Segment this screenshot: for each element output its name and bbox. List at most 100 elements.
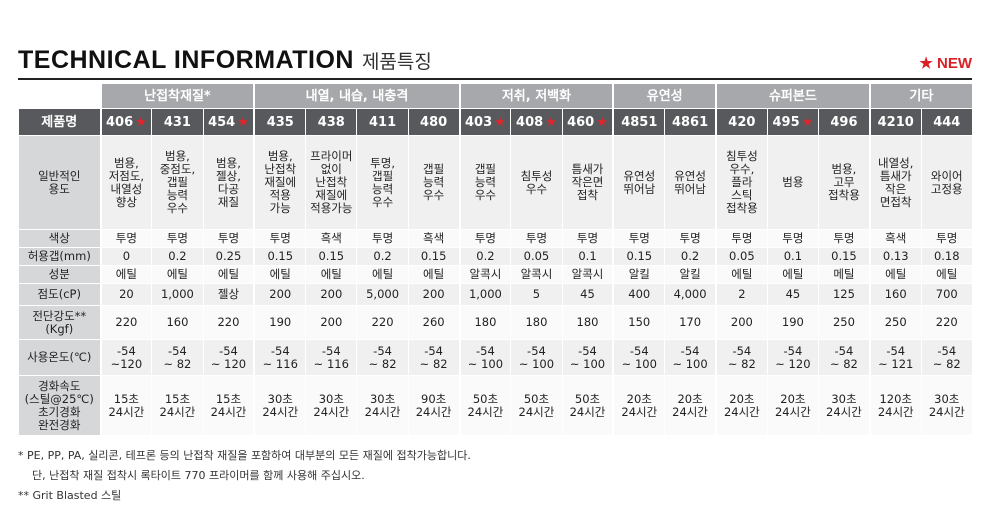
spec-cell: 에틸 bbox=[151, 265, 204, 284]
spec-value: 알콕시 bbox=[571, 267, 604, 281]
title-korean: 제품특징 bbox=[361, 51, 432, 73]
spec-value: 투명 bbox=[269, 231, 291, 245]
spec-value: 15초 24시간 bbox=[159, 391, 196, 419]
spec-value: 갭필 능력 우수 bbox=[474, 162, 496, 202]
product-code-cell: 408 bbox=[510, 108, 563, 136]
spec-cell: -54 ~ 100 bbox=[510, 339, 563, 376]
spec-cell: -54 ~ 82 bbox=[714, 339, 768, 376]
spec-value: 알킬 bbox=[628, 267, 650, 281]
spec-value: 알콕시 bbox=[520, 267, 553, 281]
spec-cell: 200 bbox=[253, 283, 307, 306]
spec-cell: 190 bbox=[253, 305, 307, 340]
spec-cell: 30초 24시간 bbox=[818, 375, 871, 436]
spec-cell: -54 ~ 120 bbox=[766, 339, 820, 376]
spec-value: -54 ~ 116 bbox=[313, 343, 349, 371]
spec-row: 허용갭(mm) 0 0.2 0.25 0.15 0.15 0.2 0.15 0.2 0.05 0.1… bbox=[18, 247, 973, 266]
spec-value: 틈새가 작은면 접착 bbox=[571, 162, 604, 202]
spec-value: 0.05 bbox=[729, 249, 755, 263]
product-code: 435 bbox=[266, 114, 294, 130]
spec-value: 0.15 bbox=[420, 249, 447, 263]
spec-value: 갭필 능력 우수 bbox=[423, 162, 445, 202]
row-label-text: 점도(cP) bbox=[37, 287, 81, 301]
spec-value: 젤상 bbox=[217, 287, 240, 301]
spec-cell: 유연성 뛰어남 bbox=[664, 135, 717, 230]
spec-cell: 에틸 bbox=[920, 265, 973, 284]
spec-cell: 50초 24시간 bbox=[458, 375, 512, 436]
spec-cell: 150 bbox=[612, 305, 666, 340]
spec-value: 1,000 bbox=[468, 287, 502, 301]
product-code-cell: 480 bbox=[407, 108, 461, 136]
spec-value: 0.25 bbox=[215, 249, 242, 263]
spec-row: 점도(cP) 20 1,000 젤상 200 200 5,000 200 1,000 5 45 400… bbox=[18, 283, 973, 306]
spec-cell: 250 bbox=[868, 305, 922, 340]
spec-cell: 20초 24시간 bbox=[766, 375, 820, 436]
spec-cell: -54 ~ 82 bbox=[818, 339, 871, 376]
title-english: TECHNICAL INFORMATION bbox=[18, 46, 354, 74]
spec-value: 20초 24시간 bbox=[621, 391, 658, 419]
spec-value: 범용 bbox=[782, 175, 804, 189]
product-code: 438 bbox=[317, 114, 345, 130]
product-code-cell: 444 bbox=[920, 108, 973, 136]
spec-cell: 0.13 bbox=[868, 247, 922, 266]
spec-value: -54 ~ 121 bbox=[878, 343, 914, 371]
spec-value: 범용, 고무 접착용 bbox=[828, 162, 860, 202]
product-code-cell: 431 bbox=[151, 108, 204, 136]
spec-value: 침투성 우수 bbox=[520, 168, 553, 196]
spec-value: 0.2 bbox=[680, 249, 700, 263]
spec-value: 투명 bbox=[115, 231, 137, 245]
spec-cell: 침투성 우수, 플라 스틱 접착용 bbox=[714, 135, 768, 230]
spec-value: 120초 24시간 bbox=[877, 391, 914, 419]
product-code-cell: 4861 bbox=[664, 108, 717, 136]
spec-value: 0 bbox=[122, 249, 131, 263]
spec-value: -54 ~ 82 bbox=[419, 343, 448, 371]
spec-value: 투명 bbox=[371, 231, 394, 245]
spec-value: 에틸 bbox=[782, 267, 804, 281]
spec-cell: 투명 bbox=[458, 229, 512, 248]
group-header: 유연성 bbox=[612, 83, 717, 109]
spec-value: 700 bbox=[935, 287, 958, 301]
spec-cell: -54 ~ 82 bbox=[920, 339, 973, 376]
spec-cell: 2 bbox=[714, 283, 768, 306]
spec-value: 200 bbox=[730, 315, 753, 329]
spec-cell: 틈새가 작은면 접착 bbox=[561, 135, 614, 230]
spec-cell: 20초 24시간 bbox=[664, 375, 717, 436]
spec-cell: 0.18 bbox=[920, 247, 973, 266]
spec-value: 150 bbox=[628, 315, 651, 329]
spec-cell: 30초 24시간 bbox=[305, 375, 358, 436]
spec-value: 0.2 bbox=[476, 249, 495, 263]
spec-cell: 범용, 젤상, 다공 재질 bbox=[202, 135, 255, 230]
spec-cell: 에틸 bbox=[305, 265, 358, 284]
spec-cell: 5,000 bbox=[356, 283, 409, 306]
product-code: 454 bbox=[208, 115, 249, 130]
spec-value: 30초 24시간 bbox=[928, 391, 965, 419]
spec-value: 45 bbox=[580, 287, 595, 301]
spec-value: 220 bbox=[935, 315, 958, 329]
row-label-text: 성분 bbox=[48, 267, 70, 281]
spec-cell: 0.15 bbox=[407, 247, 461, 266]
product-code: 406 bbox=[106, 115, 147, 130]
group-header: 저취, 저백화 bbox=[458, 83, 614, 109]
spec-cell: -54 ~ 100 bbox=[664, 339, 717, 376]
spec-value: -54 ~ 100 bbox=[518, 343, 555, 371]
product-code: 480 bbox=[420, 114, 448, 130]
spec-value: -54 ~ 82 bbox=[829, 343, 858, 371]
spec-cell: -54 ~120 bbox=[99, 339, 153, 376]
product-code: 496 bbox=[830, 114, 858, 130]
spec-cell: 에틸 bbox=[356, 265, 409, 284]
spec-value: 에틸 bbox=[217, 267, 240, 281]
spec-cell: 투명 bbox=[253, 229, 307, 248]
spec-cell: 0.15 bbox=[612, 247, 666, 266]
spec-cell: 범용 bbox=[766, 135, 820, 230]
spec-row: 일반적인 용도 범용, 저점도, 내열성 향상 범용, 중점도, 갭필 능력 우수 범… bbox=[18, 135, 973, 230]
spec-value: 침투성 우수, 플라 스틱 접착용 bbox=[725, 149, 758, 215]
spec-cell: 0.15 bbox=[305, 247, 358, 266]
spec-cell: -54 ~ 120 bbox=[202, 339, 255, 376]
product-code-cell: 420 bbox=[714, 108, 768, 136]
spec-cell: -54 ~ 100 bbox=[561, 339, 614, 376]
spec-value: 에틸 bbox=[269, 267, 291, 281]
spec-value: 200 bbox=[320, 315, 343, 329]
row-label-text: 사용온도(℃) bbox=[27, 350, 92, 364]
spec-cell: 투명 bbox=[714, 229, 768, 248]
spec-cell: 투명 bbox=[664, 229, 717, 248]
spec-value: 2 bbox=[738, 287, 746, 301]
